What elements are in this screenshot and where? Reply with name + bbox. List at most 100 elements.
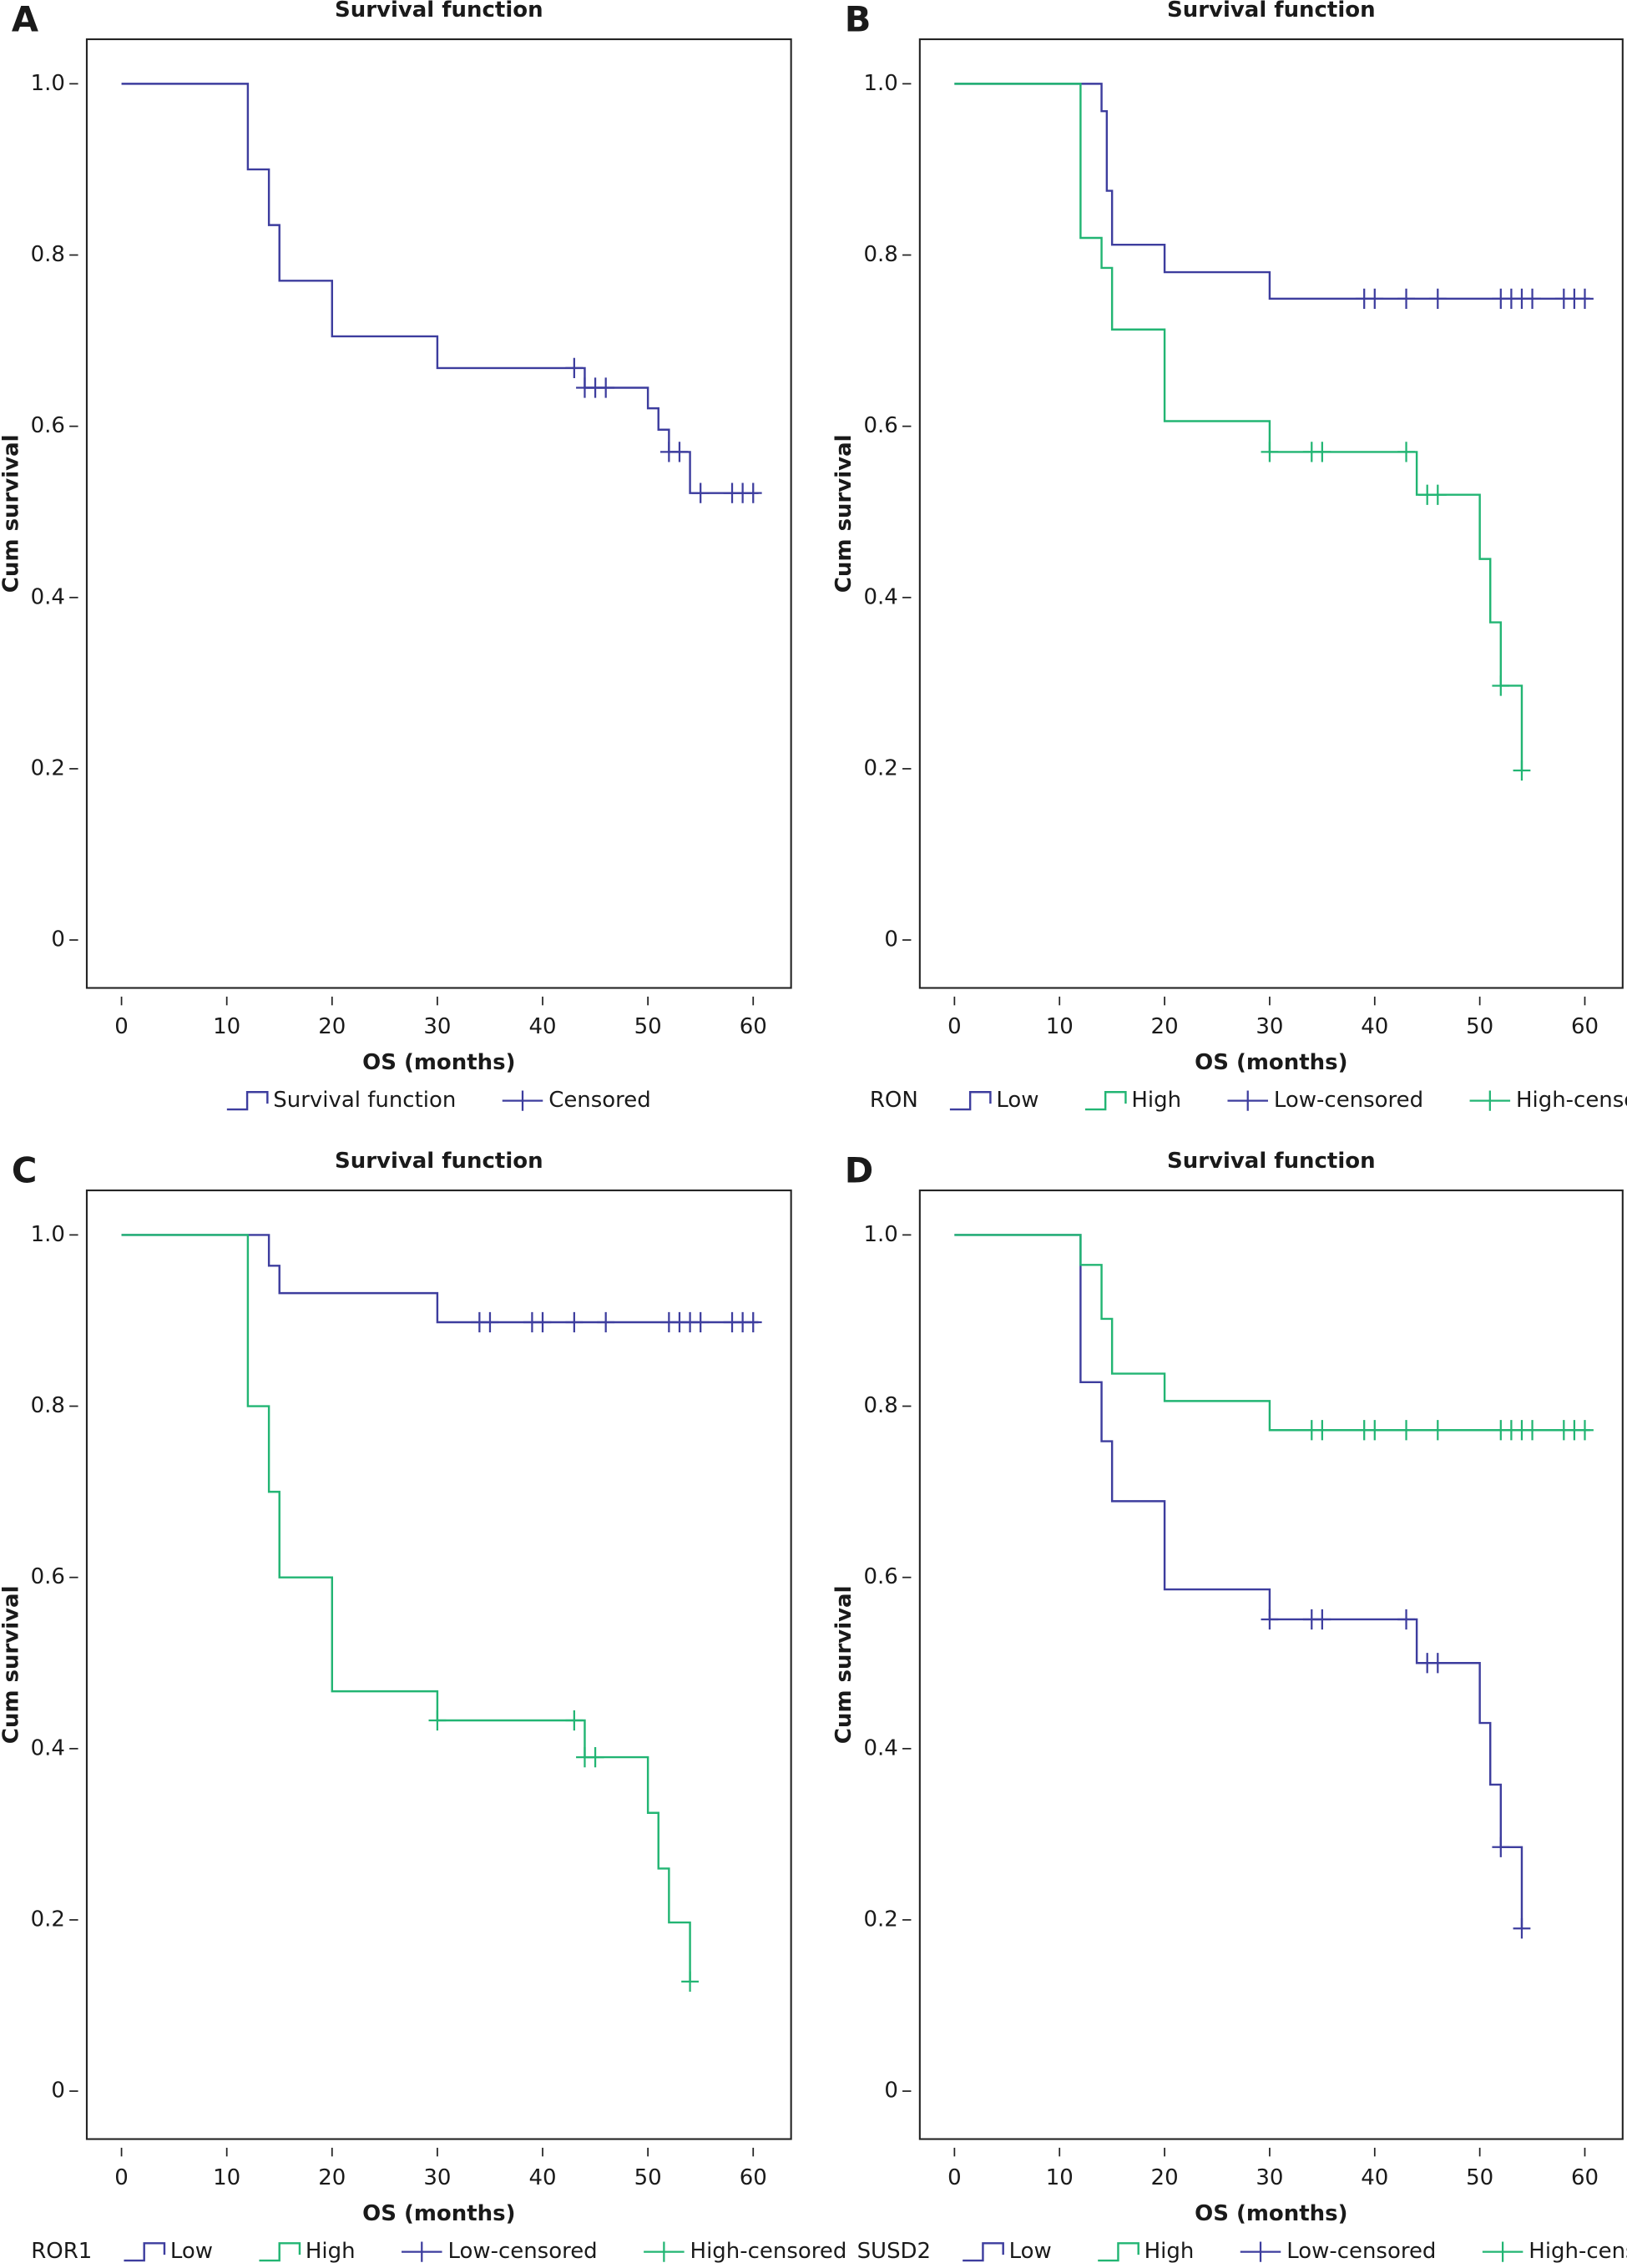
legend-swatch (1482, 2241, 1523, 2262)
survival-curve (954, 83, 1590, 301)
y-tick-label: 0 (51, 2079, 65, 2104)
x-tick-label: 40 (1361, 2165, 1388, 2190)
y-tick-label: 0 (51, 927, 65, 952)
x-tick-label: 0 (114, 2165, 129, 2190)
y-axis-label: Cum survival (831, 1586, 856, 1745)
legend-label: High (306, 2239, 356, 2264)
censor-mark (597, 1311, 615, 1333)
x-tick-label: 20 (318, 2165, 346, 2190)
censor-mark (1576, 288, 1594, 309)
censor-mark (1428, 484, 1447, 505)
censor-mark (1313, 1420, 1331, 1441)
censor-mark (1261, 442, 1279, 462)
legend-swatch (1084, 1091, 1127, 1111)
censor-mark (1428, 1420, 1447, 1441)
legend-swatch (259, 2242, 301, 2262)
legend-title: ROR1 (31, 2239, 92, 2264)
legend-swatch (949, 1091, 992, 1111)
censor-mark (1313, 1609, 1331, 1630)
x-tick-label: 0 (947, 2165, 962, 2190)
legend: SUSD2 Low High Low-censored High-censored (857, 2239, 1627, 2264)
x-tick-label: 30 (423, 1014, 451, 1039)
plot-frame (918, 1190, 1624, 2140)
censor-mark (691, 1311, 710, 1333)
x-tick-label: 20 (318, 1014, 346, 1039)
censor-mark (1428, 1653, 1447, 1674)
legend-label: High (1144, 2239, 1195, 2264)
legend-swatch (1240, 2241, 1281, 2262)
legend-label: Low (1009, 2239, 1052, 2264)
chart-title: Survival function (1167, 0, 1376, 23)
x-tick-label: 40 (528, 1014, 556, 1039)
legend-swatch (644, 2241, 685, 2262)
y-tick-label: 1.0 (864, 71, 898, 96)
x-tick-label: 60 (1571, 1014, 1599, 1039)
legend-label: High (1131, 1088, 1181, 1113)
panel-label: C (12, 1149, 38, 1190)
censor-mark (1513, 760, 1531, 781)
x-tick-label: 60 (740, 2165, 767, 2190)
censor-mark (1397, 1609, 1415, 1630)
legend-label: Low-censored (1286, 2239, 1436, 2264)
x-axis-label: OS (months) (1195, 1050, 1347, 1075)
x-tick-label: 10 (213, 1014, 240, 1039)
x-tick-label: 40 (1361, 1014, 1388, 1039)
x-tick-label: 0 (114, 1014, 129, 1039)
panel-label: D (845, 1149, 874, 1190)
plot-frame (85, 38, 792, 989)
censor-mark (565, 1710, 584, 1731)
panel: B Survival function 0 0.2 0.4 0.6 0.8 1.0 0 10 20 3… (831, 0, 1627, 1113)
y-axis-label: Cum survival (831, 434, 856, 593)
censor-mark (586, 1746, 604, 1768)
y-tick-label: 0 (884, 927, 898, 952)
censor-mark (1366, 288, 1384, 309)
censor-mark (691, 482, 710, 503)
y-tick-label: 0.4 (864, 584, 898, 609)
legend: Survival function Censored (226, 1088, 651, 1113)
censor-mark (1313, 442, 1331, 462)
y-tick-label: 1.0 (31, 1222, 65, 1247)
x-tick-label: 50 (1466, 1014, 1493, 1039)
y-tick-label: 0.8 (31, 242, 65, 267)
x-tick-label: 10 (1046, 1014, 1074, 1039)
y-tick-label: 0.2 (31, 1907, 65, 1932)
legend-title: RON (870, 1088, 918, 1113)
y-axis-label: Cum survival (0, 1586, 23, 1745)
survival-curve (954, 83, 1523, 770)
x-tick-label: 20 (1151, 2165, 1179, 2190)
y-tick-label: 0 (884, 2079, 898, 2104)
censor-mark (670, 442, 689, 462)
panel-label: A (12, 0, 38, 39)
survival-curve (121, 1234, 691, 1982)
y-tick-label: 0.2 (864, 1907, 898, 1932)
legend-swatch (402, 2241, 442, 2262)
x-tick-label: 40 (528, 2165, 556, 2190)
censor-mark (428, 1710, 447, 1731)
legend-swatch (1227, 1090, 1268, 1111)
y-axis-label: Cum survival (0, 434, 23, 593)
legend-label: Low (170, 2239, 213, 2264)
x-tick-label: 10 (213, 2165, 240, 2190)
y-tick-label: 1.0 (31, 71, 65, 96)
censor-mark (1366, 1420, 1384, 1441)
y-tick-label: 1.0 (864, 1222, 898, 1247)
legend-label: Censored (548, 1088, 651, 1113)
censor-mark (1523, 288, 1541, 309)
legend-swatch (963, 2242, 1004, 2262)
panel: D Survival function 0 0.2 0.4 0.6 0.8 1.0 0 10 20 3… (831, 1149, 1627, 2264)
y-tick-label: 0.4 (31, 1735, 65, 1760)
y-tick-label: 0.8 (31, 1393, 65, 1418)
x-tick-label: 60 (740, 1014, 767, 1039)
chart-title: Survival function (335, 0, 543, 23)
x-tick-label: 30 (423, 2165, 451, 2190)
censor-mark (597, 377, 615, 398)
censor-mark (1397, 1420, 1415, 1441)
x-tick-label: 50 (634, 1014, 662, 1039)
legend-title: SUSD2 (857, 2239, 932, 2264)
censor-mark (1428, 288, 1447, 309)
censor-mark (1492, 675, 1510, 696)
y-tick-label: 0.8 (864, 242, 898, 267)
legend-swatch (226, 1091, 269, 1111)
censor-mark (744, 482, 762, 503)
